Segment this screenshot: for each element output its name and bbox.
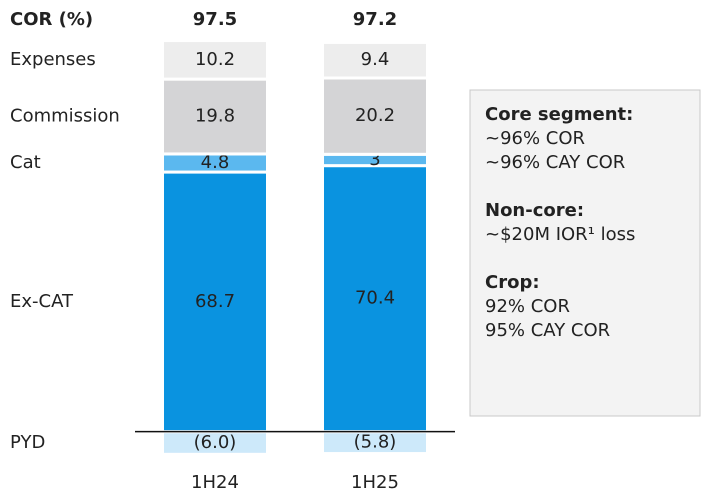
x-tick-label: 1H25	[351, 472, 399, 493]
segment-label: 68.7	[195, 291, 235, 312]
note-heading: Crop:	[485, 272, 540, 293]
segment-label: 4.8	[201, 152, 230, 173]
segment-label: 10.2	[195, 49, 235, 70]
legend-label: Commission	[10, 106, 120, 127]
note-heading: Core segment:	[485, 104, 633, 125]
segment-label: (5.8)	[354, 432, 397, 453]
legend-label: PYD	[10, 432, 45, 453]
note-line: ~$20M IOR¹ loss	[485, 224, 635, 245]
note-heading: Non-core:	[485, 200, 584, 221]
legend-label: Expenses	[10, 49, 96, 70]
legend-label: Cat	[10, 152, 41, 173]
total-label: 97.5	[193, 9, 237, 30]
segment-label: 19.8	[195, 106, 235, 127]
bar-segment	[321, 76, 429, 156]
segment-label: (6.0)	[194, 432, 237, 453]
chart-title: COR (%)	[10, 9, 93, 30]
bar-segment	[161, 39, 269, 81]
bar-segment	[321, 40, 429, 80]
total-label: 97.2	[353, 9, 397, 30]
note-line: 95% CAY COR	[485, 320, 610, 341]
segment-label: 9.4	[361, 49, 390, 70]
note-line: ~96% COR	[485, 128, 585, 149]
segment-label: 70.4	[355, 288, 395, 309]
segment-label: 3	[369, 149, 380, 170]
note-line: ~96% CAY COR	[485, 152, 625, 173]
segment-label: 20.2	[355, 105, 395, 126]
legend-label: Ex-CAT	[10, 291, 74, 312]
x-tick-label: 1H24	[191, 472, 239, 493]
bar-segment	[321, 164, 429, 434]
notes-box	[469, 89, 701, 417]
note-line: 92% COR	[485, 296, 570, 317]
